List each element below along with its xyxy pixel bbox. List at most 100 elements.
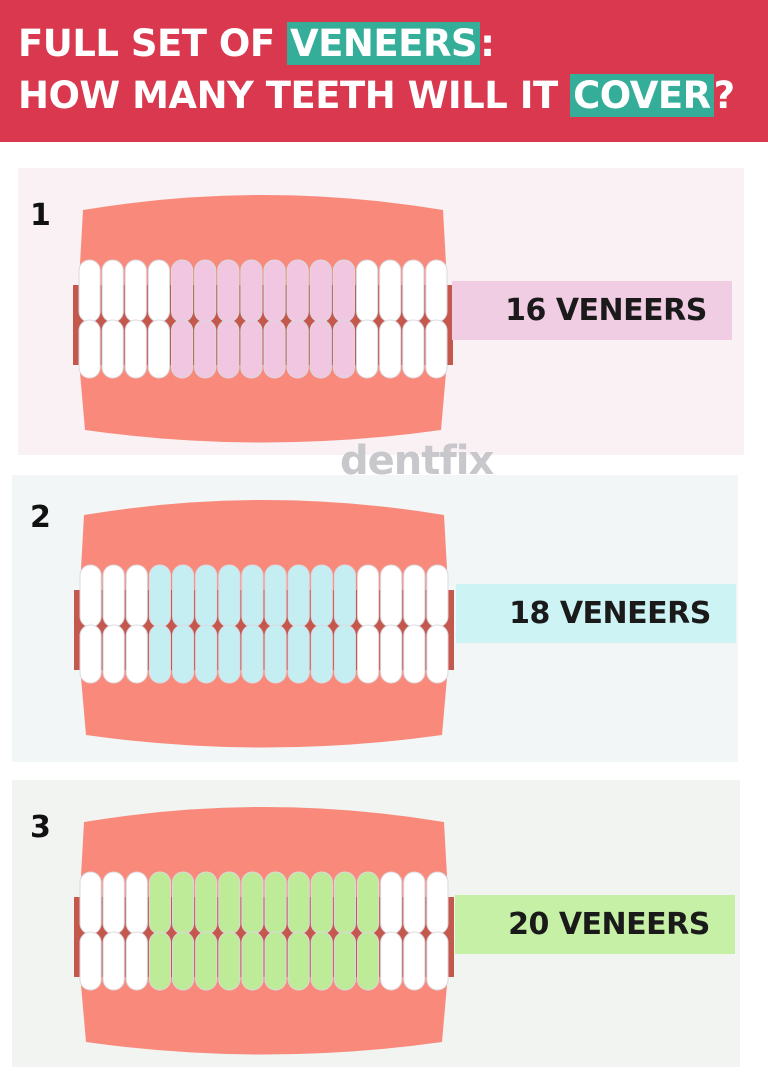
veneer-tooth <box>172 931 195 991</box>
natural-tooth <box>425 259 448 323</box>
veneer-count-label: 16 VENEERS <box>452 281 732 340</box>
natural-tooth <box>102 564 125 628</box>
veneer-tooth <box>240 319 263 379</box>
teeth-illustration <box>73 195 453 443</box>
veneer-tooth <box>172 624 195 684</box>
veneer-tooth <box>263 319 286 379</box>
veneer-tooth <box>310 931 333 991</box>
natural-tooth <box>403 871 426 935</box>
veneer-tooth <box>195 871 218 935</box>
natural-tooth <box>403 931 426 991</box>
veneer-tooth <box>171 319 194 379</box>
veneer-tooth <box>218 931 241 991</box>
veneer-tooth <box>287 871 310 935</box>
veneer-tooth <box>309 259 332 323</box>
natural-tooth <box>78 319 101 379</box>
natural-tooth <box>356 259 379 323</box>
teeth-illustration <box>74 807 454 1055</box>
veneer-tooth <box>218 564 241 628</box>
natural-tooth <box>101 259 124 323</box>
lower-gum <box>79 647 449 748</box>
teeth-illustration <box>74 500 454 748</box>
natural-tooth <box>147 259 170 323</box>
upper-gum <box>79 500 449 605</box>
veneer-tooth <box>333 871 356 935</box>
title-banner: FULL SET OF VENEERS: HOW MANY TEETH WILL… <box>0 0 768 142</box>
upper-gum <box>79 807 449 912</box>
veneer-tooth <box>218 624 241 684</box>
veneer-tooth <box>218 871 241 935</box>
veneer-tooth <box>195 564 218 628</box>
veneer-tooth <box>286 259 309 323</box>
veneer-tooth <box>148 564 171 628</box>
natural-tooth <box>102 871 125 935</box>
option-panel-3: 3 20 VENEERS <box>12 780 740 1067</box>
veneer-tooth <box>332 319 355 379</box>
natural-tooth <box>426 564 449 628</box>
veneer-tooth <box>286 319 309 379</box>
veneer-tooth <box>310 871 333 935</box>
veneer-tooth <box>217 259 240 323</box>
natural-tooth <box>79 624 102 684</box>
veneer-tooth <box>194 319 217 379</box>
option-number: 1 <box>30 198 51 233</box>
option-number: 2 <box>30 500 51 535</box>
natural-tooth <box>79 564 102 628</box>
option-panel-1: 1 16 VENEERS <box>18 168 744 455</box>
lower-gum <box>79 954 449 1055</box>
veneer-tooth <box>172 564 195 628</box>
natural-tooth <box>125 871 148 935</box>
natural-tooth <box>426 871 449 935</box>
natural-tooth <box>357 564 380 628</box>
veneer-tooth <box>241 624 264 684</box>
natural-tooth <box>379 259 402 323</box>
title-line-2: HOW MANY TEETH WILL IT COVER? <box>18 74 735 117</box>
natural-tooth <box>125 624 148 684</box>
natural-tooth <box>124 319 147 379</box>
veneer-tooth <box>195 931 218 991</box>
title-line-1: FULL SET OF VENEERS: <box>18 22 495 65</box>
veneer-tooth <box>264 624 287 684</box>
natural-tooth <box>125 564 148 628</box>
veneer-tooth <box>310 624 333 684</box>
dentfix-logo: dentfix <box>340 438 494 484</box>
veneer-tooth <box>310 564 333 628</box>
veneer-tooth <box>357 931 380 991</box>
natural-tooth <box>403 624 426 684</box>
veneer-count-label: 20 VENEERS <box>455 895 735 954</box>
veneer-tooth <box>264 931 287 991</box>
veneer-tooth <box>241 931 264 991</box>
veneer-tooth <box>264 871 287 935</box>
natural-tooth <box>125 931 148 991</box>
veneer-tooth <box>217 319 240 379</box>
veneer-tooth <box>309 319 332 379</box>
natural-tooth <box>101 319 124 379</box>
natural-tooth <box>380 931 403 991</box>
veneer-tooth <box>148 871 171 935</box>
veneer-tooth <box>333 624 356 684</box>
veneer-tooth <box>241 871 264 935</box>
veneer-tooth <box>148 931 171 991</box>
natural-tooth <box>426 931 449 991</box>
veneer-tooth <box>287 624 310 684</box>
natural-tooth <box>102 624 125 684</box>
natural-tooth <box>78 259 101 323</box>
veneer-tooth <box>332 259 355 323</box>
natural-tooth <box>356 319 379 379</box>
natural-tooth <box>357 624 380 684</box>
veneer-tooth <box>171 259 194 323</box>
natural-tooth <box>379 319 402 379</box>
veneer-tooth <box>357 871 380 935</box>
natural-tooth <box>403 564 426 628</box>
veneer-tooth <box>287 931 310 991</box>
natural-tooth <box>426 624 449 684</box>
veneer-tooth <box>240 259 263 323</box>
option-panel-2: 2 18 VENEERS <box>12 475 738 762</box>
natural-tooth <box>425 319 448 379</box>
veneer-tooth <box>333 564 356 628</box>
lower-gum <box>78 342 448 443</box>
veneer-tooth <box>241 564 264 628</box>
natural-tooth <box>124 259 147 323</box>
option-number: 3 <box>30 810 51 845</box>
natural-tooth <box>79 931 102 991</box>
